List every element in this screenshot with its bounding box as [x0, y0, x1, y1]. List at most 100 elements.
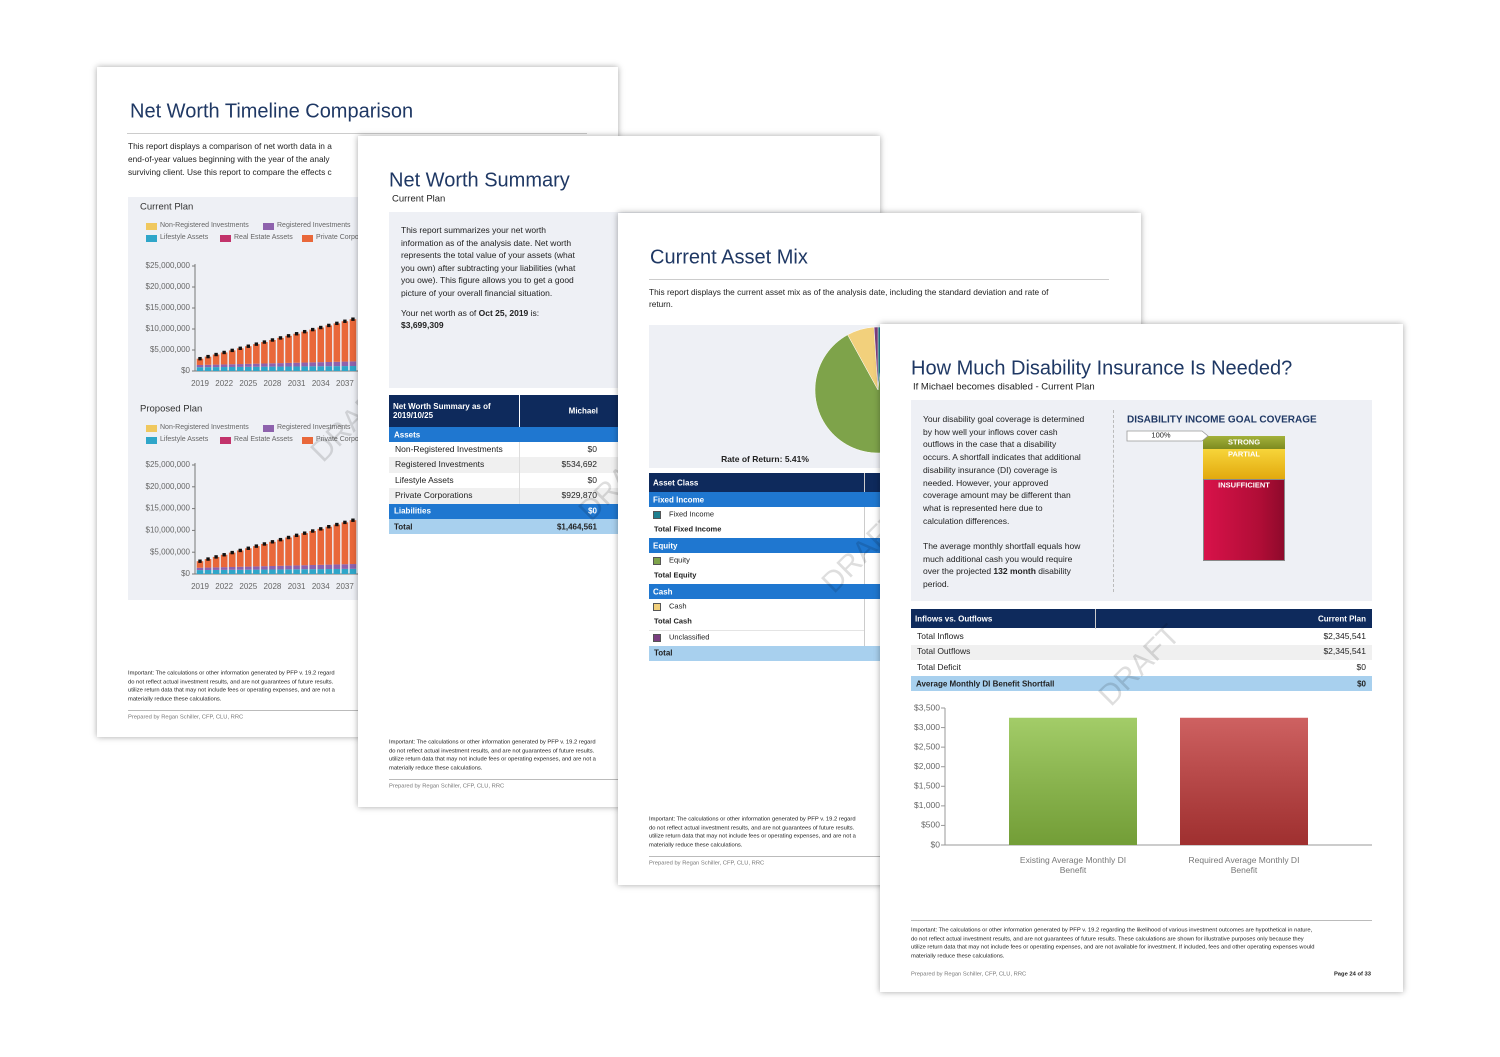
row-value: $929,870 — [561, 490, 597, 501]
bar-segment — [253, 344, 260, 364]
fine-print: utilize return data that may not include… — [649, 833, 856, 840]
row-label: Total Deficit — [917, 661, 961, 672]
fine-print: materially reduce these calculations. — [649, 842, 743, 849]
text-run: Oct 25, 2019 — [478, 308, 529, 319]
bar-segment — [196, 567, 204, 571]
row-rule — [649, 629, 864, 630]
bar-segment — [349, 568, 357, 574]
row-value: $0 — [587, 443, 597, 454]
legend-label: Non-Registered Investments — [160, 221, 249, 229]
bar-segment — [220, 367, 228, 371]
bar-segment — [309, 531, 316, 566]
x-tick-label: 2022 — [215, 379, 233, 388]
intro-line: This report displays a comparison of net… — [128, 141, 332, 152]
y-tick-label: $15,000,000 — [146, 504, 191, 513]
rule — [649, 856, 1109, 857]
bar-segment — [212, 364, 220, 368]
row-label: Total Inflows — [917, 630, 964, 641]
paragraph-line: This report summarizes your net worth — [401, 225, 547, 236]
gauge-pointer — [1126, 430, 1209, 442]
bar-segment — [325, 526, 333, 565]
chart-title: Current Plan — [140, 201, 194, 213]
fine-print: Important: The calculations or other inf… — [911, 927, 1313, 934]
legend-label: Real Estate Assets — [234, 233, 293, 241]
legend-swatch — [653, 603, 661, 611]
total-marker — [286, 334, 291, 338]
bar-segment — [293, 362, 300, 367]
bar-segment — [228, 552, 236, 567]
fine-print: do not reflect actual investment results… — [389, 748, 595, 755]
prepared-by: Prepared by Regan Schiller, CFP, CLU, RR… — [389, 783, 505, 790]
bar-segment — [317, 327, 325, 363]
bar-segment — [236, 364, 244, 367]
total-label: Average Monthly DI Benefit Shortfall — [916, 678, 1055, 688]
row-value: $2,345,541 — [1323, 646, 1366, 657]
bar-segment — [301, 366, 308, 371]
legend-swatch — [653, 511, 661, 519]
table-header-label: Inflows vs. Outflows — [915, 613, 993, 623]
legend-swatch — [653, 557, 661, 565]
bar-segment — [333, 524, 341, 565]
bar-segment — [204, 356, 212, 365]
text-run: is: — [528, 308, 540, 319]
paragraph-line: much additional cash you would require — [923, 553, 1073, 564]
bar-segment — [245, 346, 252, 364]
total-marker — [335, 522, 339, 527]
fine-print: Important: The calculations or other inf… — [128, 670, 335, 677]
legend-label: Registered Investments — [277, 423, 351, 431]
bar-segment — [196, 561, 204, 568]
row-label: Lifestyle Assets — [395, 474, 454, 485]
bar-segment — [285, 335, 292, 363]
x-tick-label: 2031 — [288, 379, 306, 388]
section-label: Liabilities — [394, 506, 431, 516]
bar-segment — [196, 367, 204, 371]
legend-label: Real Estate Assets — [234, 435, 293, 443]
total-marker — [351, 317, 355, 321]
page-title: Current Asset Mix — [650, 246, 808, 269]
net-worth-value: $3,699,309 — [401, 320, 444, 331]
bar-segment — [317, 362, 325, 367]
legend-swatch — [220, 234, 231, 242]
paragraph-line: by how well your inflows cover cash — [923, 426, 1058, 437]
paragraph-line: what is represented here due to — [923, 503, 1043, 514]
paragraph-line: Your disability goal coverage is determi… — [923, 414, 1085, 425]
bar-segment — [349, 319, 357, 362]
bar-segment — [277, 565, 284, 570]
y-tick-label: $0 — [931, 839, 941, 849]
bar-segment — [349, 361, 357, 367]
total-label: Total — [654, 648, 673, 658]
total-marker — [311, 327, 315, 332]
bar-segment — [349, 564, 357, 569]
total-marker — [254, 342, 259, 346]
total-marker — [206, 354, 210, 359]
x-tick-label: Existing Average Monthly DI Benefit — [1019, 855, 1127, 875]
rate-of-return: Rate of Return: 5.41% — [721, 454, 809, 465]
bar-segment — [309, 329, 316, 363]
page-subtitle: Current Plan — [392, 193, 446, 205]
legend-label: Private Corporations — [316, 435, 380, 443]
bar-segment — [204, 567, 212, 571]
bar-segment — [309, 569, 316, 574]
bar-segment — [301, 362, 308, 367]
bar-segment — [317, 528, 325, 565]
bar-segment — [333, 366, 341, 371]
y-tick-label: $500 — [921, 820, 940, 830]
bar-segment — [212, 569, 220, 574]
table-row — [911, 660, 1372, 676]
x-tick-label: 2019 — [191, 582, 209, 591]
bar-segment — [245, 548, 252, 567]
total-marker — [238, 548, 242, 553]
x-tick-label: 2037 — [336, 582, 354, 591]
total-marker — [262, 542, 267, 546]
bar-segment — [220, 364, 228, 368]
subtotal-label: Total Cash — [654, 616, 692, 626]
y-tick-label: $2,000 — [914, 761, 940, 771]
bar-segment — [333, 564, 341, 569]
prepared-by: Prepared by Regan Schiller, CFP, CLU, RR… — [911, 971, 1027, 978]
total-marker — [302, 531, 307, 535]
row-value: $0 — [1356, 661, 1366, 672]
gauge-title: DISABILITY INCOME GOAL COVERAGE — [1127, 414, 1317, 426]
bar-segment — [349, 366, 357, 371]
paragraph-line: disability insurance (DI) coverage is — [923, 464, 1058, 475]
